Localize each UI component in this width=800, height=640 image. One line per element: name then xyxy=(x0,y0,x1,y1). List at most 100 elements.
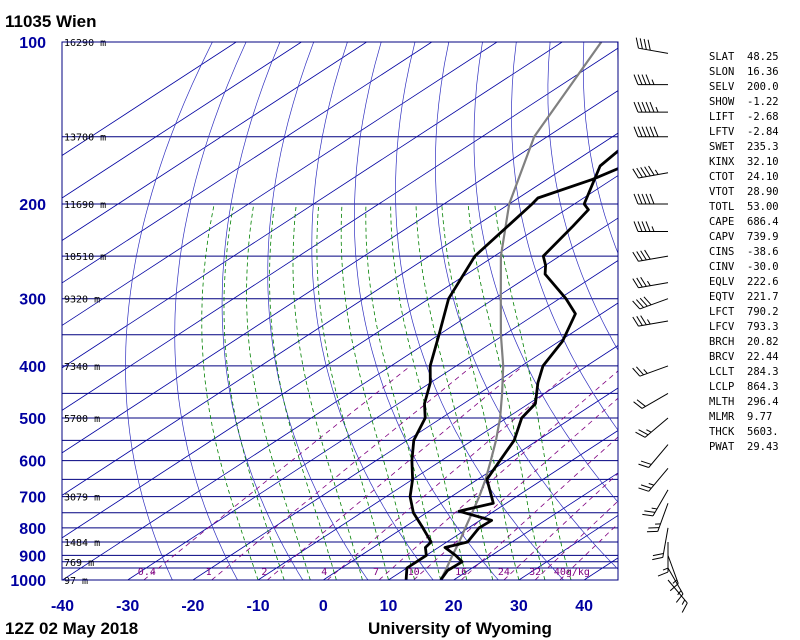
wind-barb xyxy=(667,567,684,603)
wind-barb-flag xyxy=(636,399,646,407)
wind-barb xyxy=(633,74,668,86)
index-name: CAPV xyxy=(709,231,735,243)
index-row: KINX 32.10 xyxy=(709,155,779,170)
wind-barb-half-flag xyxy=(681,599,686,605)
temperature-tick-label: -10 xyxy=(247,598,270,615)
index-value: 739.9 xyxy=(747,231,779,243)
dry-adiabat-line xyxy=(395,42,564,580)
moist-adiabat-line xyxy=(415,203,494,580)
mixing-ratio-label: 32 xyxy=(529,567,541,578)
wind-barb-flag xyxy=(632,367,641,377)
index-value: 20.82 xyxy=(747,336,779,348)
wind-barb-half-flag xyxy=(651,79,655,85)
index-row: MLMR 9.77 xyxy=(709,410,779,425)
wind-barb-half-flag xyxy=(651,507,658,510)
wind-barb-half-flag xyxy=(654,169,659,175)
index-row: CAPE 686.4 xyxy=(709,215,779,230)
isotherm-line xyxy=(62,42,367,241)
wind-barb-flag xyxy=(633,401,643,409)
mixing-ratio-line xyxy=(378,370,618,580)
wind-barb-flag xyxy=(640,484,652,489)
wind-barb-flag xyxy=(632,168,639,179)
pressure-tick-label: 300 xyxy=(19,292,46,309)
wind-barb-flag xyxy=(641,126,647,137)
index-name: CINS xyxy=(709,246,735,258)
wind-barb-flag xyxy=(633,74,639,85)
wind-barb-flag xyxy=(641,101,647,113)
isotherm-line xyxy=(62,217,618,580)
wind-barb-flag xyxy=(643,296,652,306)
wind-barb-flag xyxy=(645,74,651,85)
index-name: EQTV xyxy=(709,291,735,303)
dry-adiabat-line xyxy=(435,42,618,570)
pressure-tick-label: 400 xyxy=(19,359,46,376)
wind-barb-flag xyxy=(649,126,655,137)
index-row: EQTV 221.7 xyxy=(709,290,779,305)
wind-barb-shaft xyxy=(662,527,669,558)
moist-adiabat-line xyxy=(441,203,520,580)
wind-barb-flag xyxy=(645,101,651,113)
wind-barb-flag xyxy=(636,366,644,376)
index-name: BRCV xyxy=(709,351,735,363)
moist-adiabat-line xyxy=(201,203,259,580)
wind-barb xyxy=(642,489,669,517)
index-value: 32.10 xyxy=(747,156,779,168)
height-label: 3079 m xyxy=(64,493,100,504)
wind-barb-shaft xyxy=(667,555,679,584)
wind-barb-half-flag xyxy=(651,226,655,232)
index-row: LFCT 790.2 xyxy=(709,305,779,320)
wind-barb xyxy=(667,579,688,613)
wind-barb-shaft xyxy=(648,467,669,492)
index-value: -38.6 xyxy=(747,246,779,258)
wind-barb xyxy=(635,417,669,438)
index-row: BRCV 22.44 xyxy=(709,350,779,365)
wind-barb-half-flag xyxy=(672,579,678,584)
wind-barb-flag xyxy=(638,463,649,468)
index-name: KINX xyxy=(709,156,735,168)
wind-barb-flag xyxy=(636,299,644,308)
index-row: CTOT 24.10 xyxy=(709,170,779,185)
wind-barb-half-flag xyxy=(677,590,682,596)
index-value: 200.0 xyxy=(747,81,779,93)
wind-barb xyxy=(632,365,669,377)
temperature-tick-label: 0 xyxy=(319,598,328,615)
axis-labels: 0.4 1 2 4 7 10 16 24 32 40g/kg1002003004005006007… xyxy=(10,35,593,615)
index-row: SLAT 48.25 xyxy=(709,50,779,65)
height-label: 9320 m xyxy=(64,295,100,306)
index-row: LFTV -2.84 xyxy=(709,125,779,140)
wind-barb xyxy=(657,542,669,577)
index-value: 790.2 xyxy=(747,306,779,318)
height-label: 5700 m xyxy=(64,414,100,425)
wind-barb-flag xyxy=(637,101,643,113)
wind-barb-shaft xyxy=(667,567,684,595)
wind-barb xyxy=(633,101,668,113)
wind-barb-flag xyxy=(640,276,647,287)
wind-barb-flag xyxy=(637,74,643,85)
pressure-tick-label: 1000 xyxy=(10,573,46,590)
mixing-ratio-label: 1 xyxy=(206,567,212,578)
stability-indices: SLAT 48.25 SLON 16.36 SELV 200.0 SHOW -1.22 LIFT… xyxy=(709,50,779,455)
index-name: MLMR xyxy=(709,411,735,423)
wind-barb-flag xyxy=(633,101,639,113)
wind-barb xyxy=(633,221,668,232)
pressure-tick-label: 900 xyxy=(19,548,46,565)
mixing-ratio-line xyxy=(267,365,524,580)
temperature-tick-label: -40 xyxy=(51,598,74,615)
index-value: 9.77 xyxy=(747,411,773,423)
mixing-ratio-label: 16 xyxy=(455,567,467,578)
wind-barb-flag xyxy=(636,251,643,261)
index-name: CAPE xyxy=(709,216,735,228)
wind-barb xyxy=(633,126,668,138)
isotherm-line xyxy=(62,42,563,369)
wind-barb-flag xyxy=(642,513,654,517)
index-row: CINS -38.6 xyxy=(709,245,779,260)
index-row: EQLV 222.6 xyxy=(709,275,779,290)
wind-barb-flag xyxy=(681,602,688,613)
mixing-ratio-line xyxy=(211,365,473,580)
mixing-ratio-line xyxy=(460,436,618,580)
wind-barb-flag xyxy=(637,221,643,232)
wind-barb-flag xyxy=(637,126,643,137)
mixing-ratio-label: 4 xyxy=(321,567,327,578)
mixing-ratio-line xyxy=(413,397,618,580)
isotherm-line xyxy=(453,472,618,580)
